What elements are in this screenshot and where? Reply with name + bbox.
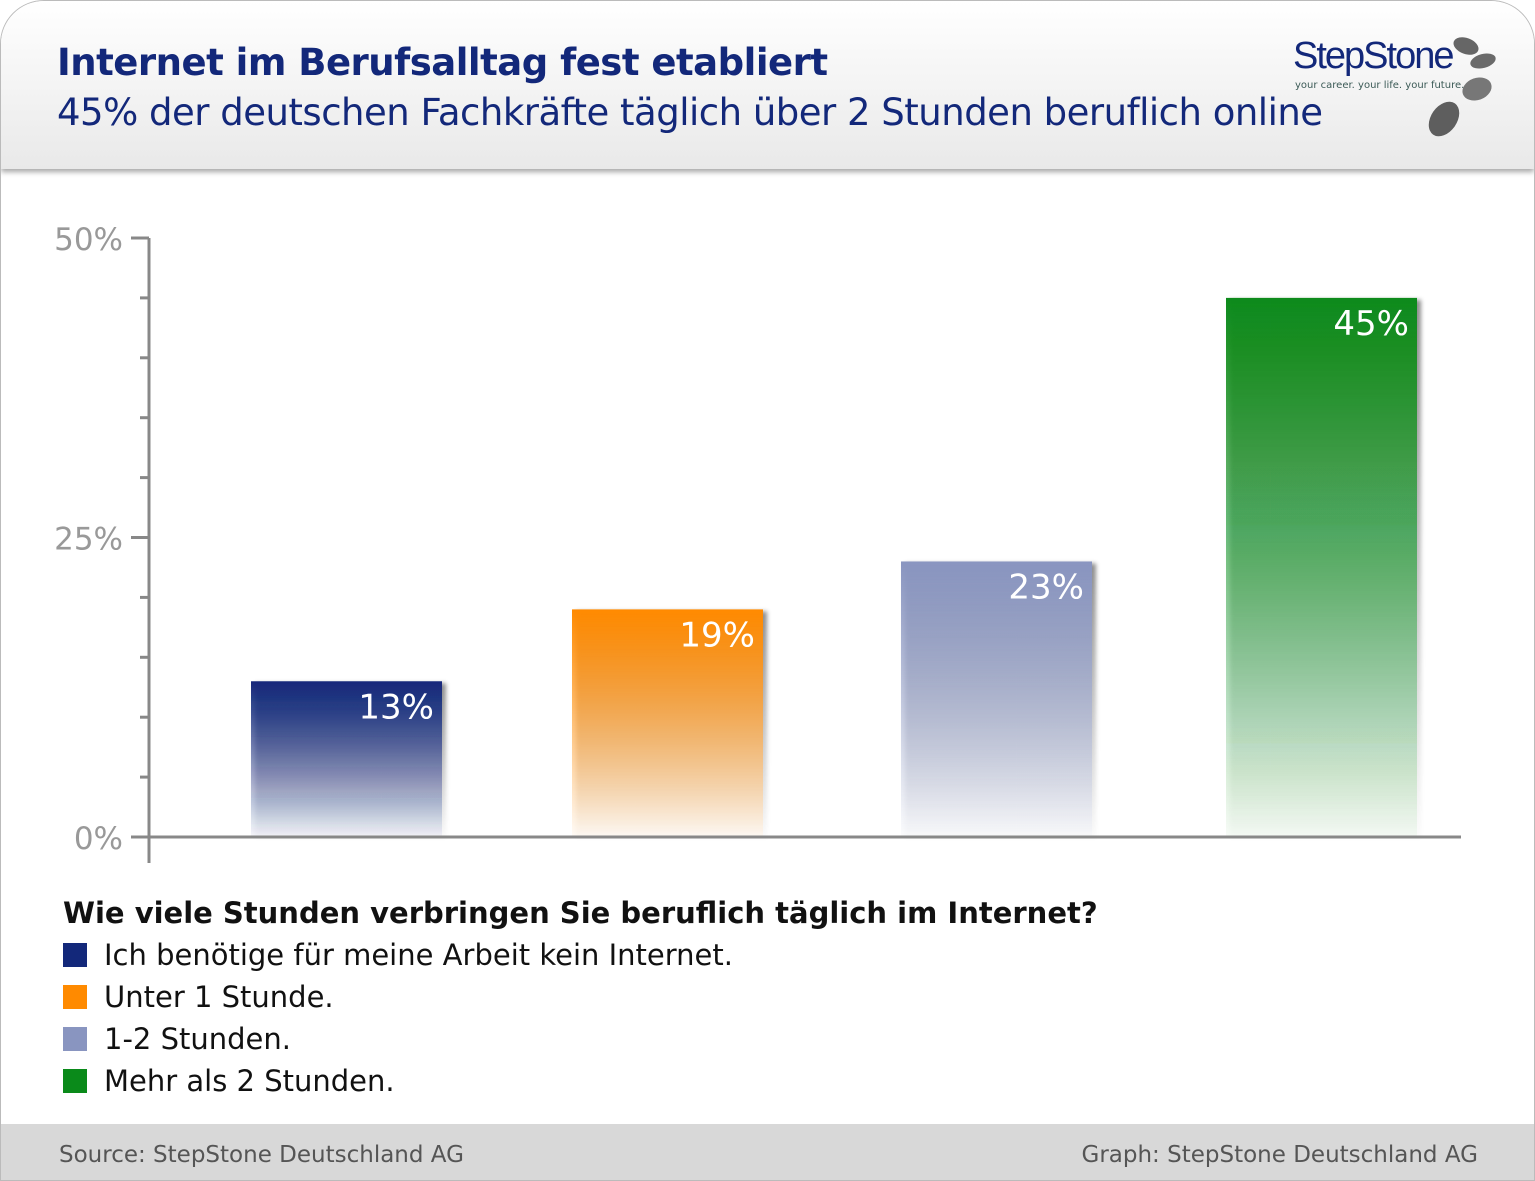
chart-title: Internet im Berufsalltag fest etabliert <box>57 41 828 84</box>
logo-wordmark: StepStone <box>1293 35 1454 77</box>
legend-label: Unter 1 Stunde. <box>104 980 334 1014</box>
data-label: 13% <box>358 687 434 727</box>
bar <box>1226 297 1417 837</box>
data-label: 45% <box>1333 304 1409 344</box>
source-text: Source: StepStone Deutschland AG <box>59 1142 464 1168</box>
y-tick-label: 50% <box>54 222 123 258</box>
footer: Source: StepStone Deutschland AG Graph: … <box>1 1124 1534 1180</box>
legend-item: 1-2 Stunden. <box>63 1021 291 1057</box>
legend-label: 1-2 Stunden. <box>104 1022 291 1056</box>
y-tick-label: 0% <box>74 821 123 857</box>
chart-subtitle: 45% der deutschen Fachkräfte täglich übe… <box>57 91 1323 134</box>
bar <box>572 609 763 837</box>
data-label: 23% <box>1008 567 1084 607</box>
y-tick-label: 25% <box>54 522 123 558</box>
header: Internet im Berufsalltag fest etabliert … <box>1 1 1534 169</box>
legend-item: Mehr als 2 Stunden. <box>63 1063 395 1099</box>
legend-swatch <box>63 1027 87 1051</box>
graph-credit: Graph: StepStone Deutschland AG <box>1081 1142 1479 1168</box>
legend-swatch <box>63 1069 87 1093</box>
bar <box>251 681 442 837</box>
legend-label: Mehr als 2 Stunden. <box>104 1064 395 1098</box>
legend-swatch <box>63 943 87 967</box>
stones-icon <box>1428 37 1496 137</box>
logo-tagline: your career. your life. your future. <box>1295 80 1465 91</box>
legend-item: Unter 1 Stunde. <box>63 979 334 1015</box>
legend-title: Wie viele Stunden verbringen Sie berufli… <box>63 896 1098 930</box>
legend-label: Ich benötige für meine Arbeit kein Inter… <box>104 938 733 972</box>
legend-item: Ich benötige für meine Arbeit kein Inter… <box>63 937 733 973</box>
legend-swatch <box>63 985 87 1009</box>
stepstone-logo: StepStone your career. your life. your f… <box>1291 31 1511 161</box>
data-label: 19% <box>679 615 755 655</box>
bar <box>901 561 1092 837</box>
